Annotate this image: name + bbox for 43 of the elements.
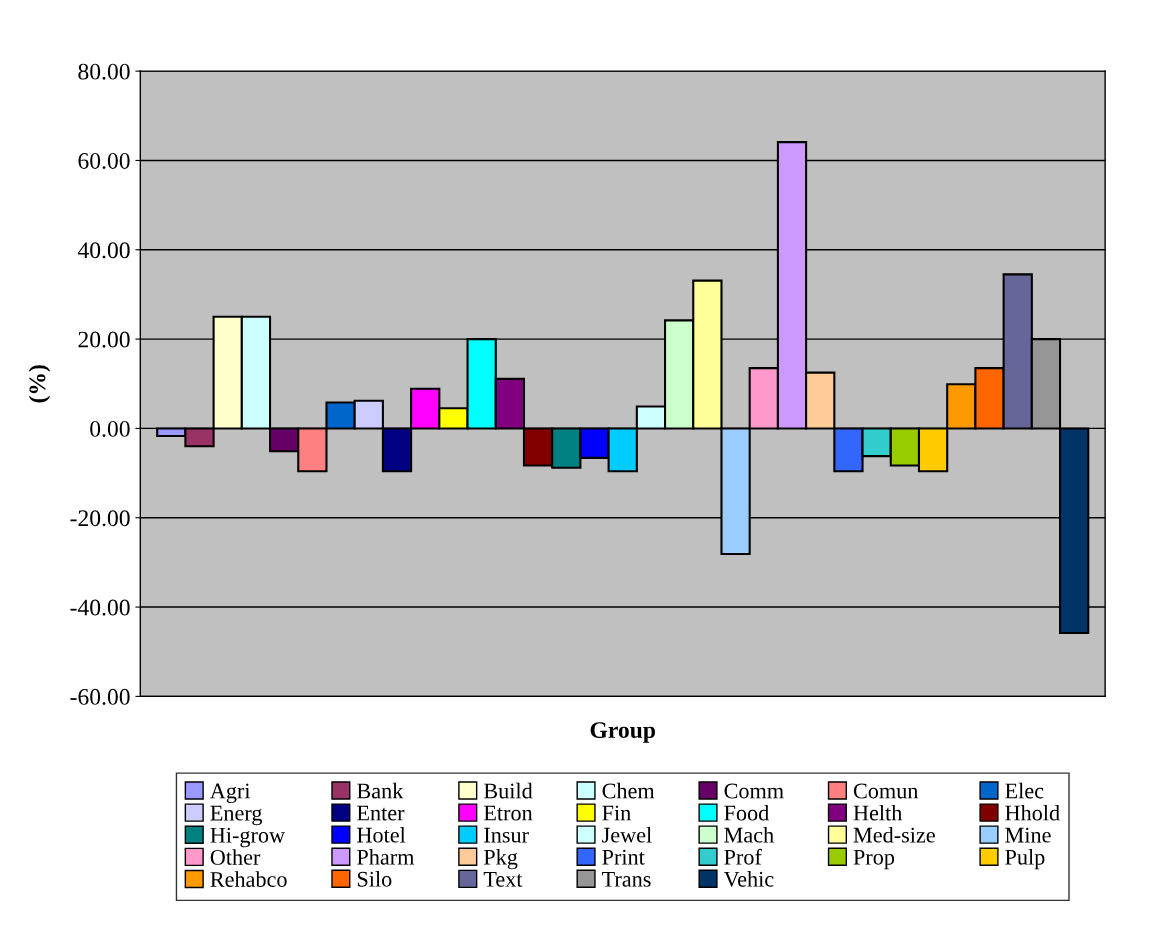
y-tick-label: 60.00 — [78, 152, 130, 169]
y-axis-title: (%) — [28, 365, 51, 403]
y-tick-label: 80.00 — [78, 63, 130, 80]
y-tick-label: 0.00 — [90, 420, 130, 437]
legend-label: Jewel — [602, 826, 652, 843]
legend-label: Print — [602, 849, 645, 865]
legend-label: Other — [210, 849, 261, 865]
legend-label: Mach — [724, 826, 774, 843]
legend-label: Text — [483, 872, 523, 887]
legend-label: Prop — [853, 849, 895, 870]
legend-label: Energ — [210, 805, 263, 826]
y-tick-label: -60.00 — [70, 688, 130, 705]
legend-label: Bank — [357, 782, 404, 799]
legend-label: Med-size — [853, 826, 935, 843]
legend-label: Insur — [484, 827, 529, 843]
y-tick-label: -20.00 — [70, 510, 130, 527]
legend-label: Comm — [724, 783, 784, 799]
legend-label: Trans — [602, 871, 651, 887]
legend-label: Enter — [357, 805, 405, 821]
legend-label: Fin — [602, 805, 631, 821]
legend-label: Vehic — [723, 871, 774, 887]
legend-label: Comun — [853, 783, 919, 799]
legend-label: Pkg — [483, 849, 518, 870]
x-axis-title: Group — [590, 722, 656, 743]
y-tick-label: 20.00 — [78, 331, 130, 348]
legend-label: Hotel — [357, 826, 406, 843]
legend-label: Hi-grow — [210, 827, 285, 848]
y-tick-label: -40.00 — [70, 599, 130, 616]
legend-label: Pharm — [357, 849, 415, 865]
legend-label: Mine — [1005, 827, 1051, 843]
legend-label: Prof — [724, 848, 762, 865]
legend-label: Rehabco — [210, 871, 287, 887]
legend-label: Helth — [853, 804, 903, 821]
legend-label: Elec — [1005, 782, 1044, 799]
legend-label: Pulp — [1005, 849, 1045, 870]
legend-label: Hhold — [1005, 804, 1060, 821]
legend-label: Build — [483, 782, 533, 799]
legend-label: Etron — [483, 805, 533, 821]
legend-label: Agri — [210, 783, 251, 804]
y-tick-label: 40.00 — [77, 242, 130, 259]
legend-label: Silo — [357, 871, 392, 887]
legend-label: Food — [724, 804, 770, 821]
legend-label: Chem — [602, 782, 655, 799]
